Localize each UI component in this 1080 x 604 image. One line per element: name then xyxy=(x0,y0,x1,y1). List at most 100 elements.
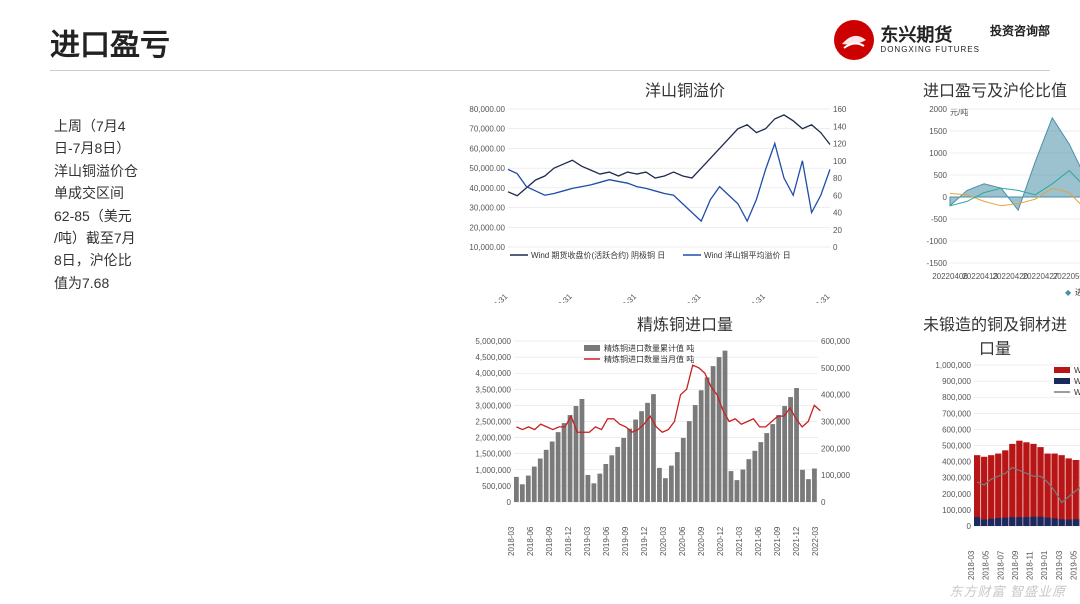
svg-text:200,000: 200,000 xyxy=(942,490,971,499)
svg-text:140: 140 xyxy=(833,122,847,131)
svg-text:2016-10-31: 2016-10-31 xyxy=(474,292,510,303)
svg-text:-500: -500 xyxy=(931,215,948,224)
svg-text:2019-10-31: 2019-10-31 xyxy=(667,292,703,303)
svg-text:50,000.00: 50,000.00 xyxy=(469,164,505,173)
svg-text:80: 80 xyxy=(833,174,842,183)
chart4-title: 未锻造的铜及铜材进口量 xyxy=(920,309,1070,361)
svg-text:100,000: 100,000 xyxy=(821,471,850,480)
svg-text:2,500,000: 2,500,000 xyxy=(475,418,511,427)
svg-text:进口盈亏: 进口盈亏 xyxy=(1075,288,1080,297)
svg-text:4,000,000: 4,000,000 xyxy=(475,369,511,378)
svg-text:2020-03: 2020-03 xyxy=(659,526,668,556)
svg-text:2018-05: 2018-05 xyxy=(982,550,991,580)
svg-text:80,000.00: 80,000.00 xyxy=(469,105,505,114)
svg-text:70,000.00: 70,000.00 xyxy=(469,125,505,134)
svg-text:100: 100 xyxy=(833,157,847,166)
svg-text:2022-03: 2022-03 xyxy=(811,526,820,556)
svg-text:2019-03: 2019-03 xyxy=(583,526,592,556)
svg-text:2018-03: 2018-03 xyxy=(967,550,976,580)
svg-text:0: 0 xyxy=(507,498,512,507)
svg-text:2018-10-31: 2018-10-31 xyxy=(603,292,639,303)
svg-text:1500: 1500 xyxy=(929,127,947,136)
svg-text:160: 160 xyxy=(833,105,847,114)
svg-text:1,000,000: 1,000,000 xyxy=(475,466,511,475)
svg-text:60: 60 xyxy=(833,191,842,200)
svg-text:20220506: 20220506 xyxy=(1053,272,1080,281)
svg-text:Wind 期货收盘价(活跃合约) 阴极铜 日: Wind 期货收盘价(活跃合约) 阴极铜 日 xyxy=(531,250,665,260)
svg-text:600,000: 600,000 xyxy=(942,425,971,434)
svg-text:4,500,000: 4,500,000 xyxy=(475,353,511,362)
svg-text:2018-09: 2018-09 xyxy=(545,526,554,556)
side-commentary: 上周（7月4日-7月8日）洋山铜溢价仓单成交区间62-85（美元/吨）截至7月8… xyxy=(50,75,450,559)
svg-text:500: 500 xyxy=(934,171,948,180)
logo-name-cn: 东兴期货 xyxy=(880,26,980,46)
svg-text:2019-01: 2019-01 xyxy=(1040,550,1049,580)
svg-text:20,000.00: 20,000.00 xyxy=(469,223,505,232)
svg-text:元/吨: 元/吨 xyxy=(950,107,968,117)
svg-text:800,000: 800,000 xyxy=(942,393,971,402)
svg-text:2020-12: 2020-12 xyxy=(716,526,725,556)
page-header: 进口盈亏 东兴期货 DONGXING FUTURES 投资咨询部 xyxy=(50,20,1050,71)
svg-text:3,500,000: 3,500,000 xyxy=(475,385,511,394)
svg-text:300,000: 300,000 xyxy=(821,418,850,427)
svg-text:1,500,000: 1,500,000 xyxy=(475,450,511,459)
svg-text:Wind 出口数量:未锻造的铜及铜材:累计同比 月 %: Wind 出口数量:未锻造的铜及铜材:累计同比 月 % xyxy=(1074,387,1080,397)
svg-text:0: 0 xyxy=(833,243,838,252)
svg-text:1000: 1000 xyxy=(929,149,947,158)
svg-text:200,000: 200,000 xyxy=(821,444,850,453)
chart3-title: 精炼铜进口量 xyxy=(460,309,910,337)
svg-text:◆: ◆ xyxy=(1065,288,1072,297)
logo-icon xyxy=(834,20,874,60)
svg-text:2020-09: 2020-09 xyxy=(697,526,706,556)
svg-text:2021-03: 2021-03 xyxy=(735,526,744,556)
page-title: 进口盈亏 xyxy=(50,20,170,64)
svg-text:60,000.00: 60,000.00 xyxy=(469,144,505,153)
svg-text:2017-10-31: 2017-10-31 xyxy=(539,292,575,303)
svg-text:2018-09: 2018-09 xyxy=(1011,550,1020,580)
svg-text:2,000,000: 2,000,000 xyxy=(475,434,511,443)
logo-department: 投资咨询部 xyxy=(990,20,1050,39)
svg-text:2018-11: 2018-11 xyxy=(1026,551,1035,580)
chart2-title: 进口盈亏及沪伦比值 xyxy=(920,75,1070,103)
svg-text:500,000: 500,000 xyxy=(482,482,511,491)
svg-text:2018-12: 2018-12 xyxy=(564,526,573,556)
svg-text:0: 0 xyxy=(821,498,826,507)
svg-text:600,000: 600,000 xyxy=(821,337,850,346)
svg-text:2019-12: 2019-12 xyxy=(640,526,649,556)
svg-text:Wind 洋山铜平均溢价 日: Wind 洋山铜平均溢价 日 xyxy=(704,250,791,260)
svg-text:2021-12: 2021-12 xyxy=(792,526,801,556)
svg-text:0: 0 xyxy=(967,522,972,531)
svg-text:2018-03: 2018-03 xyxy=(507,526,516,556)
chart1-title: 洋山铜溢价 xyxy=(460,75,910,103)
svg-text:Wind 出口数量:未锻造的铜及铜材:累计值 月 吨: Wind 出口数量:未锻造的铜及铜材:累计值 月 吨 xyxy=(1074,365,1080,375)
svg-text:10,000.00: 10,000.00 xyxy=(469,243,505,252)
svg-text:500,000: 500,000 xyxy=(942,442,971,451)
chart-unwrought-import: 未锻造的铜及铜材进口量 0100,000200,000300,000400,00… xyxy=(920,309,1070,559)
svg-text:30,000.00: 30,000.00 xyxy=(469,204,505,213)
svg-text:400,000: 400,000 xyxy=(942,458,971,467)
svg-text:2000: 2000 xyxy=(929,105,947,114)
svg-text:20: 20 xyxy=(833,226,842,235)
svg-text:2020-10-31: 2020-10-31 xyxy=(732,292,768,303)
svg-text:2021-09: 2021-09 xyxy=(773,526,782,556)
svg-text:2019-05: 2019-05 xyxy=(1069,550,1078,580)
svg-text:500,000: 500,000 xyxy=(821,364,850,373)
svg-text:2018-06: 2018-06 xyxy=(526,526,535,556)
svg-text:40,000.00: 40,000.00 xyxy=(469,184,505,193)
chart-refined-import: 精炼铜进口量 0 500,000 1,000,000 1,500,000 2,000,0… xyxy=(460,309,910,559)
svg-text:40: 40 xyxy=(833,209,842,218)
svg-text:120: 120 xyxy=(833,140,847,149)
chart-yangshan-premium: 洋山铜溢价 10,000.00 20,000.00 30,000.00 40,000.… xyxy=(460,75,910,305)
logo-name-en: DONGXING FUTURES xyxy=(880,46,980,55)
svg-text:2019-09: 2019-09 xyxy=(621,526,630,556)
svg-text:0: 0 xyxy=(943,193,948,202)
svg-text:900,000: 900,000 xyxy=(942,377,971,386)
svg-text:精炼铜进口数量累计值 吨: 精炼铜进口数量累计值 吨 xyxy=(604,343,694,353)
watermark: 东方财富 智盛业原 xyxy=(949,581,1066,600)
svg-text:1,000,000: 1,000,000 xyxy=(935,361,971,370)
svg-text:2018-07: 2018-07 xyxy=(996,550,1005,580)
chart-import-pl: 进口盈亏及沪伦比值 元/吨-1500-1000-5000500100015002… xyxy=(920,75,1070,305)
svg-text:700,000: 700,000 xyxy=(942,409,971,418)
brand-logo: 东兴期货 DONGXING FUTURES 投资咨询部 xyxy=(834,20,1050,60)
svg-text:精炼铜进口数量当月值 吨: 精炼铜进口数量当月值 吨 xyxy=(604,354,694,364)
